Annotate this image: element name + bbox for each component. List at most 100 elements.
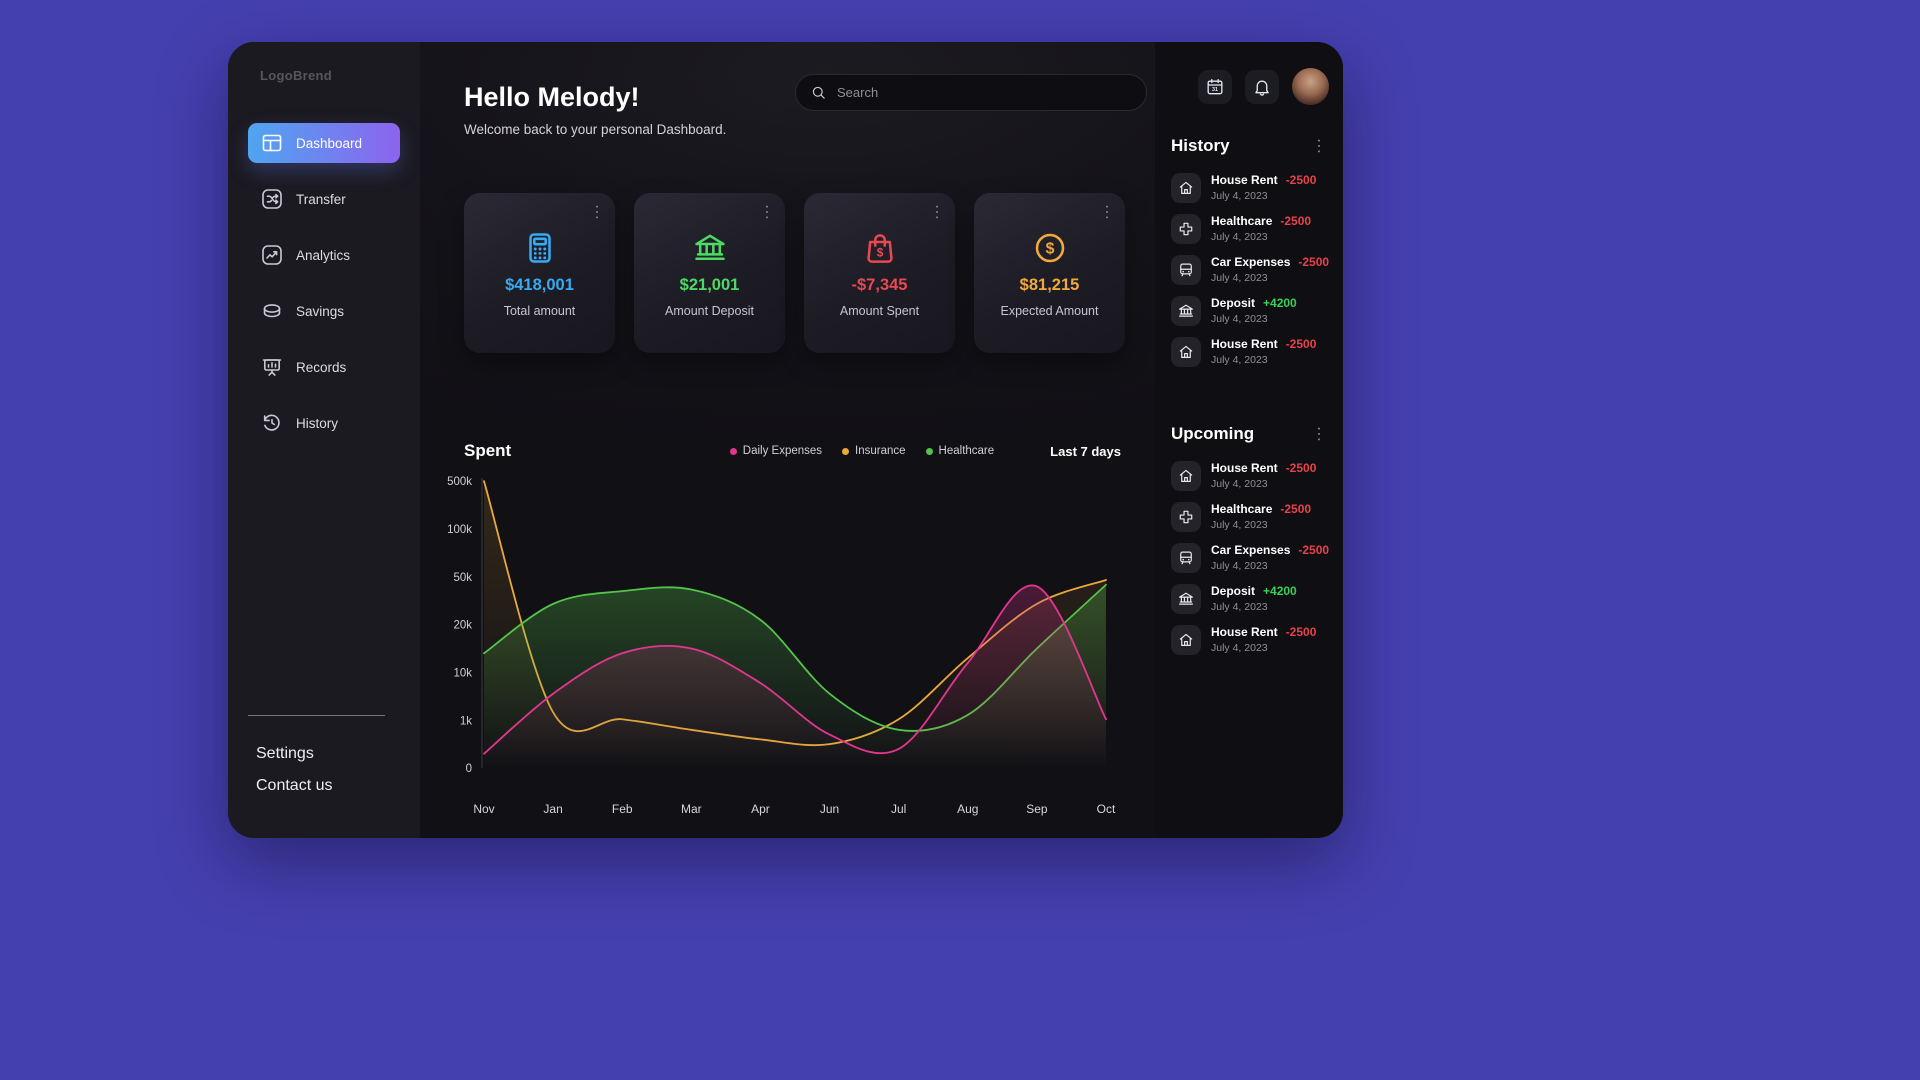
svg-text:20k: 20k [453,619,472,632]
house-icon [1177,179,1195,197]
kebab-icon [927,201,947,223]
card-menu-button[interactable] [587,201,607,223]
transaction-name: Car Expenses [1211,255,1291,269]
savings-icon [260,299,284,323]
transaction-amount: -2500 [1285,337,1317,351]
transaction-amount: -2500 [1298,255,1330,269]
card-menu-button[interactable] [1097,201,1117,223]
transaction-item[interactable]: Car Expenses -2500 July 4, 2023 [1171,255,1329,285]
sidebar-item-records[interactable]: Records [248,347,400,387]
transaction-item[interactable]: Deposit +4200 July 4, 2023 [1171,584,1329,614]
sidebar-item-label: History [296,415,339,431]
app-window: LogoBrend Dashboard Transfer Analytics S… [228,42,1343,838]
sidebar-item-label: Savings [296,303,345,319]
chart-header: Spent Daily Expenses Insurance Healthcar… [464,441,1125,461]
calculator-icon [521,229,559,267]
svg-text:Oct: Oct [1097,802,1116,816]
transaction-name: Car Expenses [1211,543,1291,557]
sidebar-link-contact-us[interactable]: Contact us [256,777,333,794]
sidebar: LogoBrend Dashboard Transfer Analytics S… [228,42,420,838]
svg-text:Feb: Feb [612,802,633,816]
sidebar-item-history[interactable]: History [248,403,400,443]
legend-label: Insurance [855,445,906,457]
sidebar-item-label: Records [296,359,347,375]
transaction-amount: -2500 [1285,173,1317,187]
search-input[interactable] [837,85,1132,100]
transaction-item[interactable]: Deposit +4200 July 4, 2023 [1171,296,1329,326]
spent-chart: 0 1k 10k 20k 50k 100k 500k Nov Jan Feb Mar Apr Jun Ju… [447,475,1116,816]
transaction-item[interactable]: Car Expenses -2500 July 4, 2023 [1171,543,1329,573]
card-value: $418,001 [505,275,574,294]
sidebar-link-settings[interactable]: Settings [256,745,314,762]
sidebar-item-savings[interactable]: Savings [248,291,400,331]
bank-icon [1177,590,1195,608]
card-menu-button[interactable] [927,201,947,223]
page-title: Hello Melody! [464,82,640,112]
svg-text:0: 0 [466,762,472,775]
chart-title: Spent [464,441,512,460]
stat-card-expected-amount: $ $81,215 Expected Amount [974,193,1125,353]
car-icon [1177,549,1195,567]
kebab-icon [1309,135,1329,157]
house-icon [1177,343,1195,361]
sidebar-nav: Dashboard Transfer Analytics Savings Rec… [228,123,420,443]
transaction-date: July 4, 2023 [1211,190,1268,202]
svg-text:Apr: Apr [751,802,770,816]
transaction-date: July 4, 2023 [1211,601,1268,613]
card-label: Amount Spent [839,303,920,318]
card-value: $21,001 [679,275,740,294]
sidebar-item-dashboard[interactable]: Dashboard [248,123,400,163]
history-list: House Rent -2500 July 4, 2023 Healthcare… [1171,173,1329,367]
upcoming-list: House Rent -2500 July 4, 2023 Healthcare… [1171,461,1329,655]
svg-text:Jan: Jan [543,802,562,816]
transaction-item[interactable]: House Rent -2500 July 4, 2023 [1171,461,1329,491]
sidebar-item-analytics[interactable]: Analytics [248,235,400,275]
card-menu-button[interactable] [757,201,777,223]
notifications-button[interactable] [1245,69,1279,104]
transaction-name: House Rent [1211,337,1278,351]
upcoming-menu-button[interactable] [1309,423,1329,445]
transaction-amount: -2500 [1285,625,1317,639]
healthcare-icon [1177,508,1195,526]
chart-range-label: Last 7 days [1050,443,1121,459]
dashboard-icon [260,131,284,155]
svg-text:100k: 100k [447,523,472,536]
healthcare-icon [1177,220,1195,238]
calendar-button[interactable]: 31 [1198,69,1232,104]
history-header: History [1171,135,1329,157]
analytics-icon [260,243,284,267]
transaction-amount: -2500 [1285,461,1317,475]
svg-text:Nov: Nov [473,802,494,816]
sidebar-footer-links: Settings Contact us [248,738,385,802]
house-icon [1177,467,1195,485]
bank-icon [691,229,729,267]
upcoming-title: Upcoming [1171,424,1255,443]
search-icon [810,84,827,101]
card-value: $81,215 [1019,275,1080,294]
sidebar-item-transfer[interactable]: Transfer [248,179,400,219]
transaction-amount: -2500 [1298,543,1330,557]
history-menu-button[interactable] [1309,135,1329,157]
transaction-date: July 4, 2023 [1211,560,1268,572]
card-label: Amount Deposit [665,303,754,318]
transaction-amount: -2500 [1280,214,1312,228]
shopping-bag-icon: $ [861,229,899,267]
chart-area: 0 1k 10k 20k 50k 100k 500k Nov Jan Feb Mar Apr Jun Ju… [444,471,1125,823]
transaction-name: Healthcare [1211,502,1273,516]
transaction-date: July 4, 2023 [1211,313,1268,325]
transaction-item[interactable]: House Rent -2500 July 4, 2023 [1171,337,1329,367]
history-section: History House Rent -2500 July 4, 2023 He… [1171,135,1329,367]
kebab-icon [1097,201,1117,223]
transaction-item[interactable]: House Rent -2500 July 4, 2023 [1171,625,1329,655]
stat-card-total-amount: $418,001 Total amount [464,193,615,353]
user-avatar[interactable] [1292,68,1329,105]
transaction-item[interactable]: Healthcare -2500 July 4, 2023 [1171,214,1329,244]
stat-card-amount-spent: $ -$7,345 Amount Spent [804,193,955,353]
transaction-date: July 4, 2023 [1211,642,1268,654]
transaction-item[interactable]: House Rent -2500 July 4, 2023 [1171,173,1329,203]
transaction-name: Healthcare [1211,214,1273,228]
search-bar[interactable] [795,74,1147,111]
transaction-date: July 4, 2023 [1211,272,1268,284]
sidebar-item-label: Analytics [296,247,351,263]
transaction-item[interactable]: Healthcare -2500 July 4, 2023 [1171,502,1329,532]
